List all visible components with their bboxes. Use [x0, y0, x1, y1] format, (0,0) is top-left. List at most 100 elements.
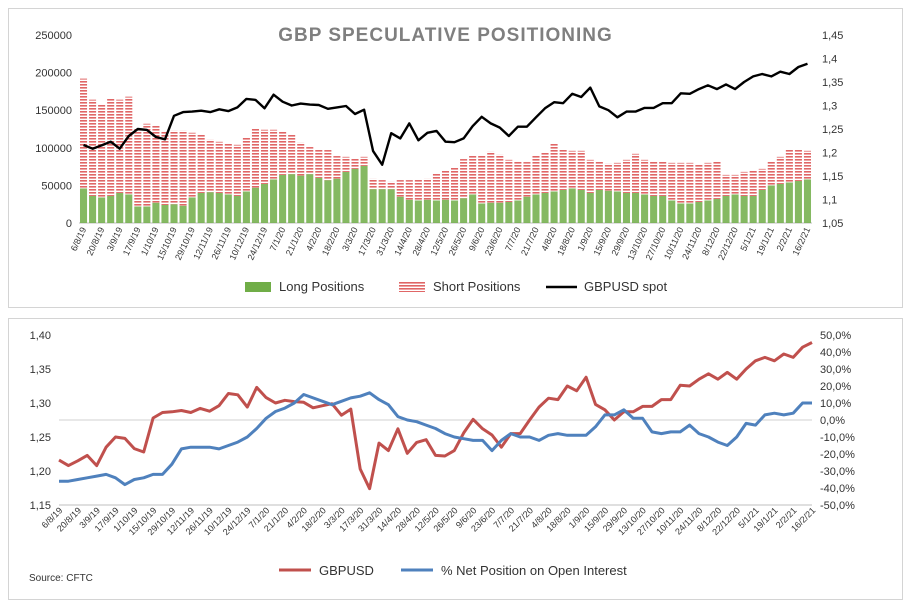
y2-tick-label: -30,0% [820, 466, 855, 478]
long-position-bar [387, 189, 395, 223]
y2-tick-label: -50,0% [820, 500, 855, 512]
short-position-bar [107, 98, 115, 196]
short-position-bar [695, 164, 703, 202]
long-position-bar [659, 195, 667, 223]
long-position-bar [134, 206, 142, 223]
long-position-bar [496, 202, 504, 223]
y2-tick-label: 1,25 [822, 124, 843, 136]
short-position-bar [432, 173, 440, 201]
gbpusd-net-position-chart-panel: 1,15 1,20 1,25 1,30 1,35 1,40 -50,0% -40,0% -30,… [8, 318, 903, 600]
short-position-bar [496, 154, 504, 203]
long-position-bar [613, 191, 621, 223]
long-position-bar [270, 179, 278, 223]
short-position-bar [260, 129, 269, 184]
short-position-bar [541, 152, 549, 193]
long-position-bar [758, 189, 766, 223]
short-position-bar [98, 104, 106, 198]
y-tick-label: 250000 [35, 30, 72, 42]
long-position-bar [279, 174, 287, 223]
short-position-bar [532, 155, 540, 195]
long-position-bar [740, 195, 748, 223]
y-tick-label: 1,35 [30, 364, 51, 376]
short-position-bar [776, 156, 784, 184]
x-tick-label: 9/6/20 [467, 226, 487, 253]
long-position-bar [143, 206, 151, 223]
long-position-bar [242, 191, 250, 223]
short-position-bar [622, 159, 631, 193]
long-position-bar [785, 182, 793, 223]
short-position-bar [170, 130, 178, 205]
long-position-bar [704, 200, 712, 223]
long-position-bar [360, 165, 368, 223]
long-position-bar [622, 192, 631, 223]
long-position-bar [423, 199, 431, 223]
long-position-bar [487, 202, 495, 223]
x-tick-label: 1/9/20 [575, 226, 595, 253]
short-position-bar [668, 162, 676, 201]
long-position-bar [306, 174, 314, 223]
short-position-bar [659, 161, 667, 196]
long-position-bar [333, 178, 341, 223]
y2-tick-label: -10,0% [820, 432, 855, 444]
short-position-bar [514, 161, 522, 201]
short-position-bar [378, 180, 386, 190]
long-position-bar [803, 179, 812, 223]
long-position-bar [532, 194, 540, 223]
short-position-bar [767, 161, 775, 186]
long-position-bar [686, 203, 694, 223]
short-position-bar [369, 178, 377, 190]
long-position-bar [432, 200, 440, 223]
y2-tick-label: 1,2 [822, 148, 837, 160]
short-position-bar [641, 159, 649, 195]
y2-tick-label: -40,0% [820, 483, 855, 495]
long-position-bar [632, 192, 640, 223]
y-tick-label: 150000 [35, 105, 72, 117]
short-position-bar [550, 143, 558, 192]
short-position-bar [297, 142, 305, 176]
short-position-bar [306, 147, 314, 175]
y-tick-label: 1,40 [30, 330, 51, 342]
long-position-bar [641, 194, 649, 223]
short-position-bar [224, 143, 232, 195]
short-position-bar [713, 161, 721, 199]
chart-title: GBP SPECULATIVE POSITIONING [278, 25, 613, 46]
long-position-bar [441, 199, 450, 223]
legend-label-net-position: % Net Position on Open Interest [441, 563, 627, 578]
legend-label-short: Short Positions [433, 279, 521, 294]
y2-tick-label: 1,35 [822, 77, 843, 89]
y-tick-label: 1,30 [30, 398, 51, 410]
y2-tick-label: 1,15 [822, 171, 843, 183]
long-position-bar [351, 168, 359, 223]
x-tick-label: 5/1/21 [738, 226, 758, 253]
long-position-bar [161, 204, 169, 223]
short-position-bar [333, 156, 341, 179]
long-position-bar [233, 195, 241, 223]
long-position-bar [79, 188, 88, 223]
long-position-bar [523, 196, 531, 223]
short-position-bar [143, 123, 151, 207]
short-position-bar [324, 150, 332, 181]
short-position-bar [215, 141, 223, 193]
short-position-bar [451, 167, 459, 201]
long-position-bar [170, 204, 178, 223]
short-position-bar [197, 134, 205, 193]
gbpusd-line [58, 341, 813, 491]
short-position-bar [206, 139, 214, 193]
y-tick-label: 1,25 [30, 432, 51, 444]
long-position-bar [749, 195, 757, 223]
x-tick-label: 3/3/20 [340, 226, 360, 253]
short-position-bar [613, 162, 621, 192]
long-position-bar [98, 197, 106, 223]
short-position-bar [487, 151, 495, 203]
long-position-bar [152, 202, 160, 223]
y-tick-label: 200000 [35, 68, 72, 80]
long-position-bar [460, 198, 468, 223]
long-position-bar [179, 205, 187, 223]
short-position-bar [242, 137, 250, 192]
gbpusd-spot-line [83, 62, 808, 166]
long-position-bar [215, 192, 223, 223]
short-position-bar [233, 144, 241, 196]
short-position-bar [460, 159, 468, 199]
y2-tick-label: 30,0% [820, 364, 851, 376]
long-position-bar [668, 200, 676, 223]
